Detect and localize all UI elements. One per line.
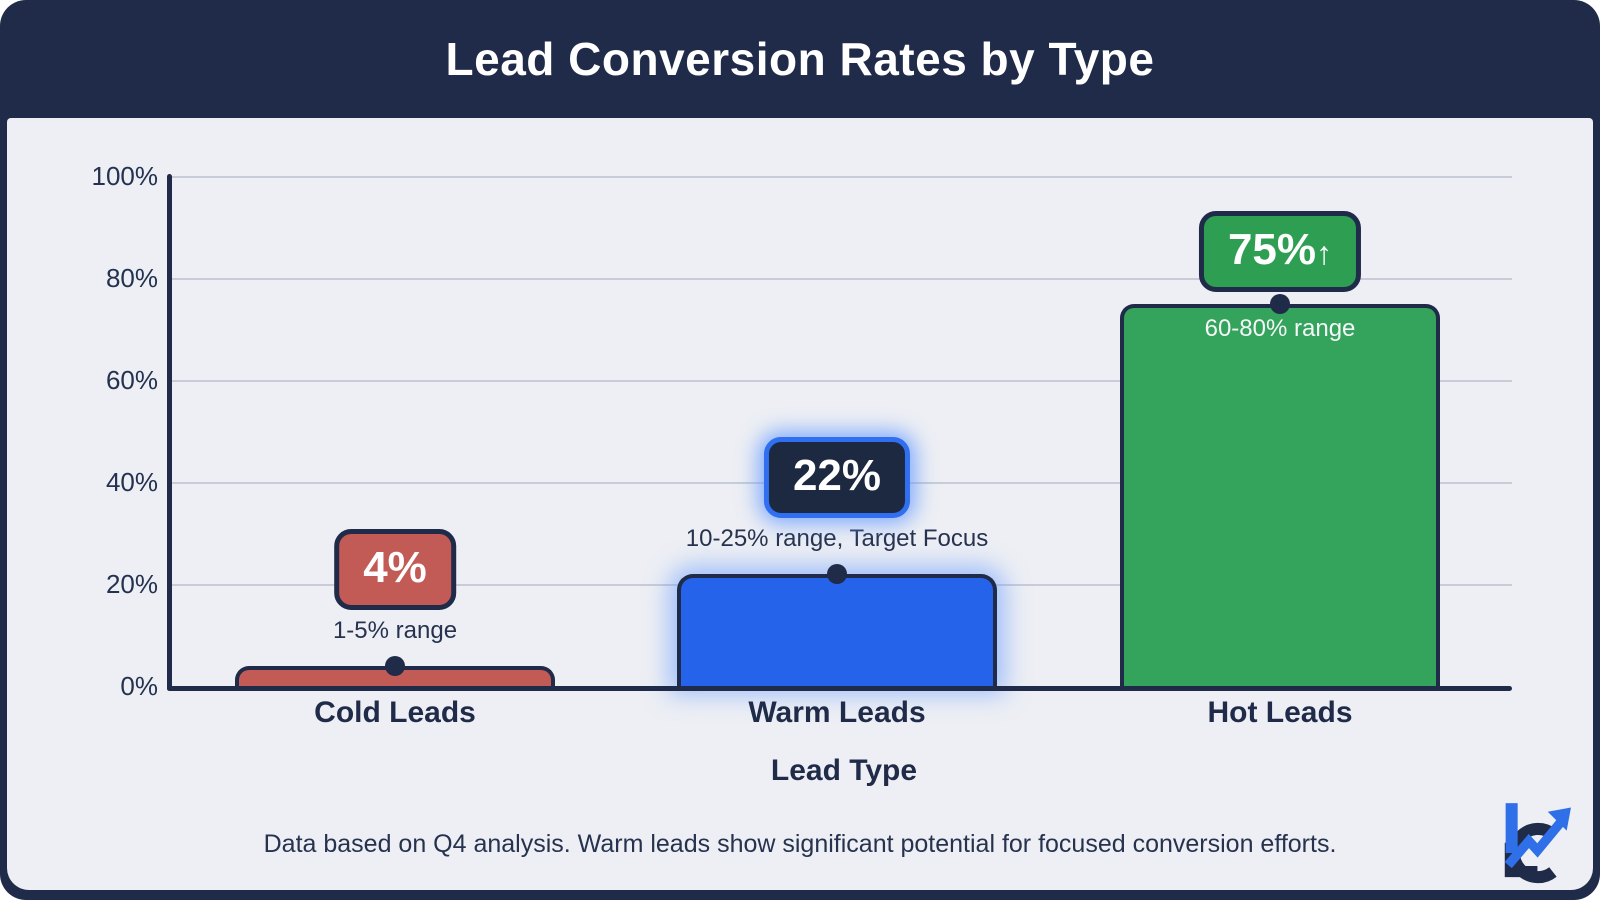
value-label: 4% [363, 542, 427, 592]
header-band: Lead Conversion Rates by Type [0, 0, 1600, 118]
value-label: 22% [792, 450, 882, 500]
bar-hot-leads [1120, 303, 1440, 686]
y-tick-label: 40% [105, 467, 158, 497]
x-axis-title: Lead Type [770, 754, 918, 787]
y-tick-label: 60% [105, 365, 158, 395]
x-category-label-cold: Cold Leads [314, 696, 476, 729]
chart-title: Lead Conversion Rates by Type [445, 33, 1155, 85]
bar-group-warm-leads: 10-25% range, Target Focus 22% [677, 176, 997, 686]
gridline-100 [172, 176, 1512, 178]
gridline-60 [172, 380, 1512, 382]
y-tick-label: 80% [105, 263, 158, 293]
bar-top-marker [827, 563, 847, 584]
bar-group-hot-leads: 60-80% range 75%↑ [1120, 176, 1440, 686]
bar-top-marker [385, 655, 405, 676]
footer-note: Data based on Q4 analysis. Warm leads sh… [263, 830, 1337, 858]
value-label: 75% [1227, 224, 1317, 274]
gridline-80 [172, 278, 1512, 280]
y-axis-line [167, 174, 172, 691]
bar-group-cold-leads: 1-5% range 4% [235, 176, 555, 686]
x-category-label-hot: Hot Leads [1207, 696, 1353, 729]
bar-top-marker [1270, 293, 1290, 314]
bar-annotation: 1-5% range [332, 616, 458, 644]
value-badge-warm-leads: 22% [763, 436, 911, 518]
y-tick-label: 100% [91, 161, 159, 191]
y-tick-label: 20% [105, 569, 158, 599]
x-axis-line [167, 686, 1512, 691]
bar-annotation: 10-25% range, Target Focus [685, 524, 989, 552]
lc-trend-logo-icon [1504, 803, 1571, 884]
chart-panel: Conversion Rate (%) 100% 80% 60% 40% 20%… [7, 118, 1593, 890]
y-tick-label: 0% [120, 671, 158, 701]
value-badge-hot-leads: 75%↑ [1198, 210, 1362, 292]
bar-warm-leads [677, 573, 997, 686]
bar-annotation: 60-80% range [1204, 314, 1356, 342]
value-suffix: ↑ [1316, 234, 1333, 271]
plot-area: 100% 80% 60% 40% 20% 0% 1-5% range 4% 10… [92, 161, 1512, 787]
value-badge-cold-leads: 4% [334, 528, 456, 610]
x-category-label-warm: Warm Leads [748, 696, 926, 729]
